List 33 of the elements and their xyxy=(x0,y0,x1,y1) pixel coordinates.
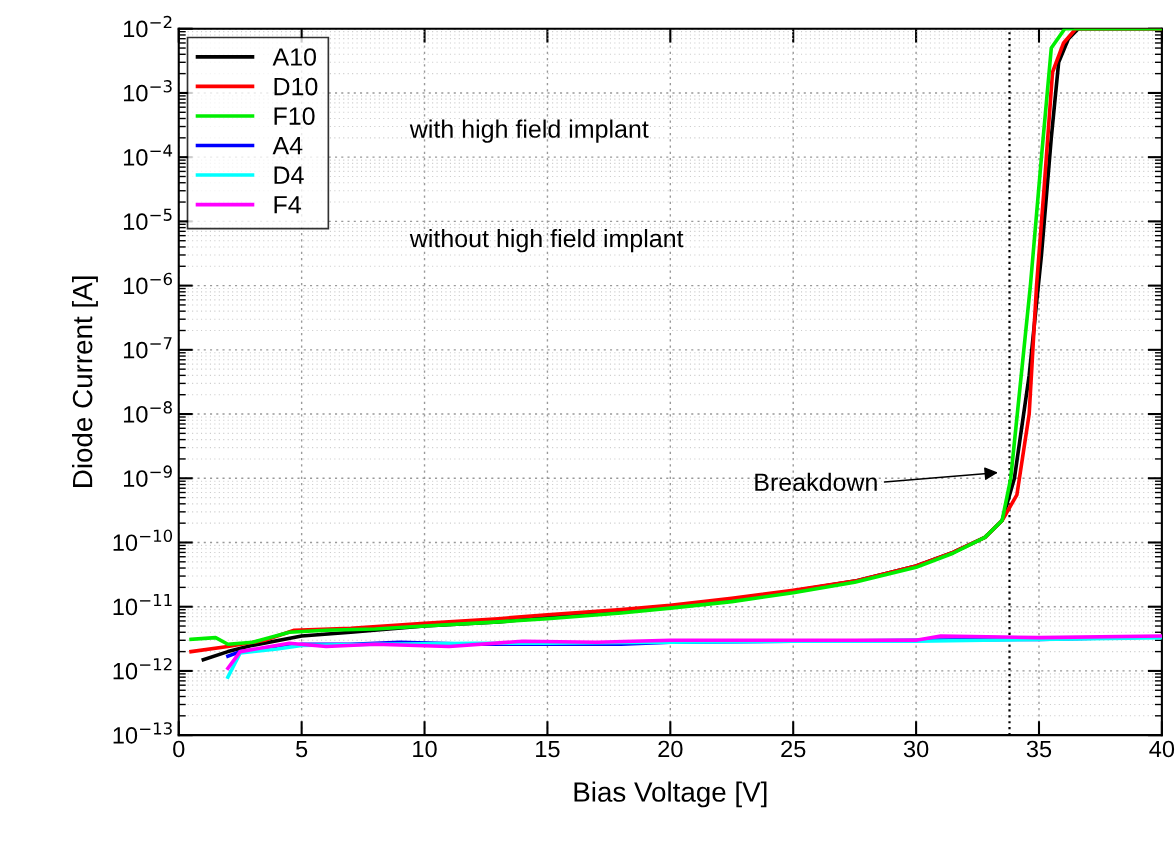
y-tick-label: 10$^{−9}$ xyxy=(123,465,172,487)
y-tick-label: 10$^{−4}$ xyxy=(123,144,173,166)
x-tick-label: 0 xyxy=(173,740,185,758)
y-tick-label: 10$^{−10}$ xyxy=(113,529,173,552)
y-tick-label: 10$^{−11}$ xyxy=(113,594,172,616)
line-series xyxy=(226,634,1162,671)
x-axis-title: Bias Voltage [V] xyxy=(574,781,767,808)
y-tick-label: 10$^{−6}$ xyxy=(123,272,172,295)
y-tick-label: 10$^{−13}$ xyxy=(113,722,172,744)
y-tick-label: 10$^{−2}$ xyxy=(123,15,172,38)
annotation: Breakdown xyxy=(755,472,877,492)
x-tick-label: 15 xyxy=(536,740,560,758)
y-tick-label: 10$^{−3}$ xyxy=(123,80,172,102)
legend-label: F10 xyxy=(274,107,315,125)
x-tick-label: 40 xyxy=(1149,740,1175,758)
x-tick-label: 35 xyxy=(1026,740,1052,758)
annotation: without high field implant xyxy=(409,229,684,253)
y-tick-label: 10$^{−12}$ xyxy=(113,658,172,680)
legend-label: A4 xyxy=(272,137,303,155)
x-tick-label: 25 xyxy=(781,740,806,758)
x-tick-label: 10 xyxy=(413,740,437,758)
y-tick-label: 10$^{−7}$ xyxy=(123,337,172,359)
annotation: with high field implant xyxy=(409,119,649,143)
legend-label: D10 xyxy=(274,77,318,96)
legend-label: A10 xyxy=(272,48,317,66)
y-tick-label: 10$^{−5}$ xyxy=(123,208,172,231)
y-tick-label: 10$^{−8}$ xyxy=(123,401,172,423)
x-tick-label: 20 xyxy=(658,740,683,758)
x-tick-label: 5 xyxy=(296,740,308,758)
y-axis-title: Diode Current [A] xyxy=(72,276,98,487)
legend-label: D4 xyxy=(274,166,304,184)
x-tick-label: 30 xyxy=(903,740,929,758)
legend-label: F4 xyxy=(274,196,301,214)
